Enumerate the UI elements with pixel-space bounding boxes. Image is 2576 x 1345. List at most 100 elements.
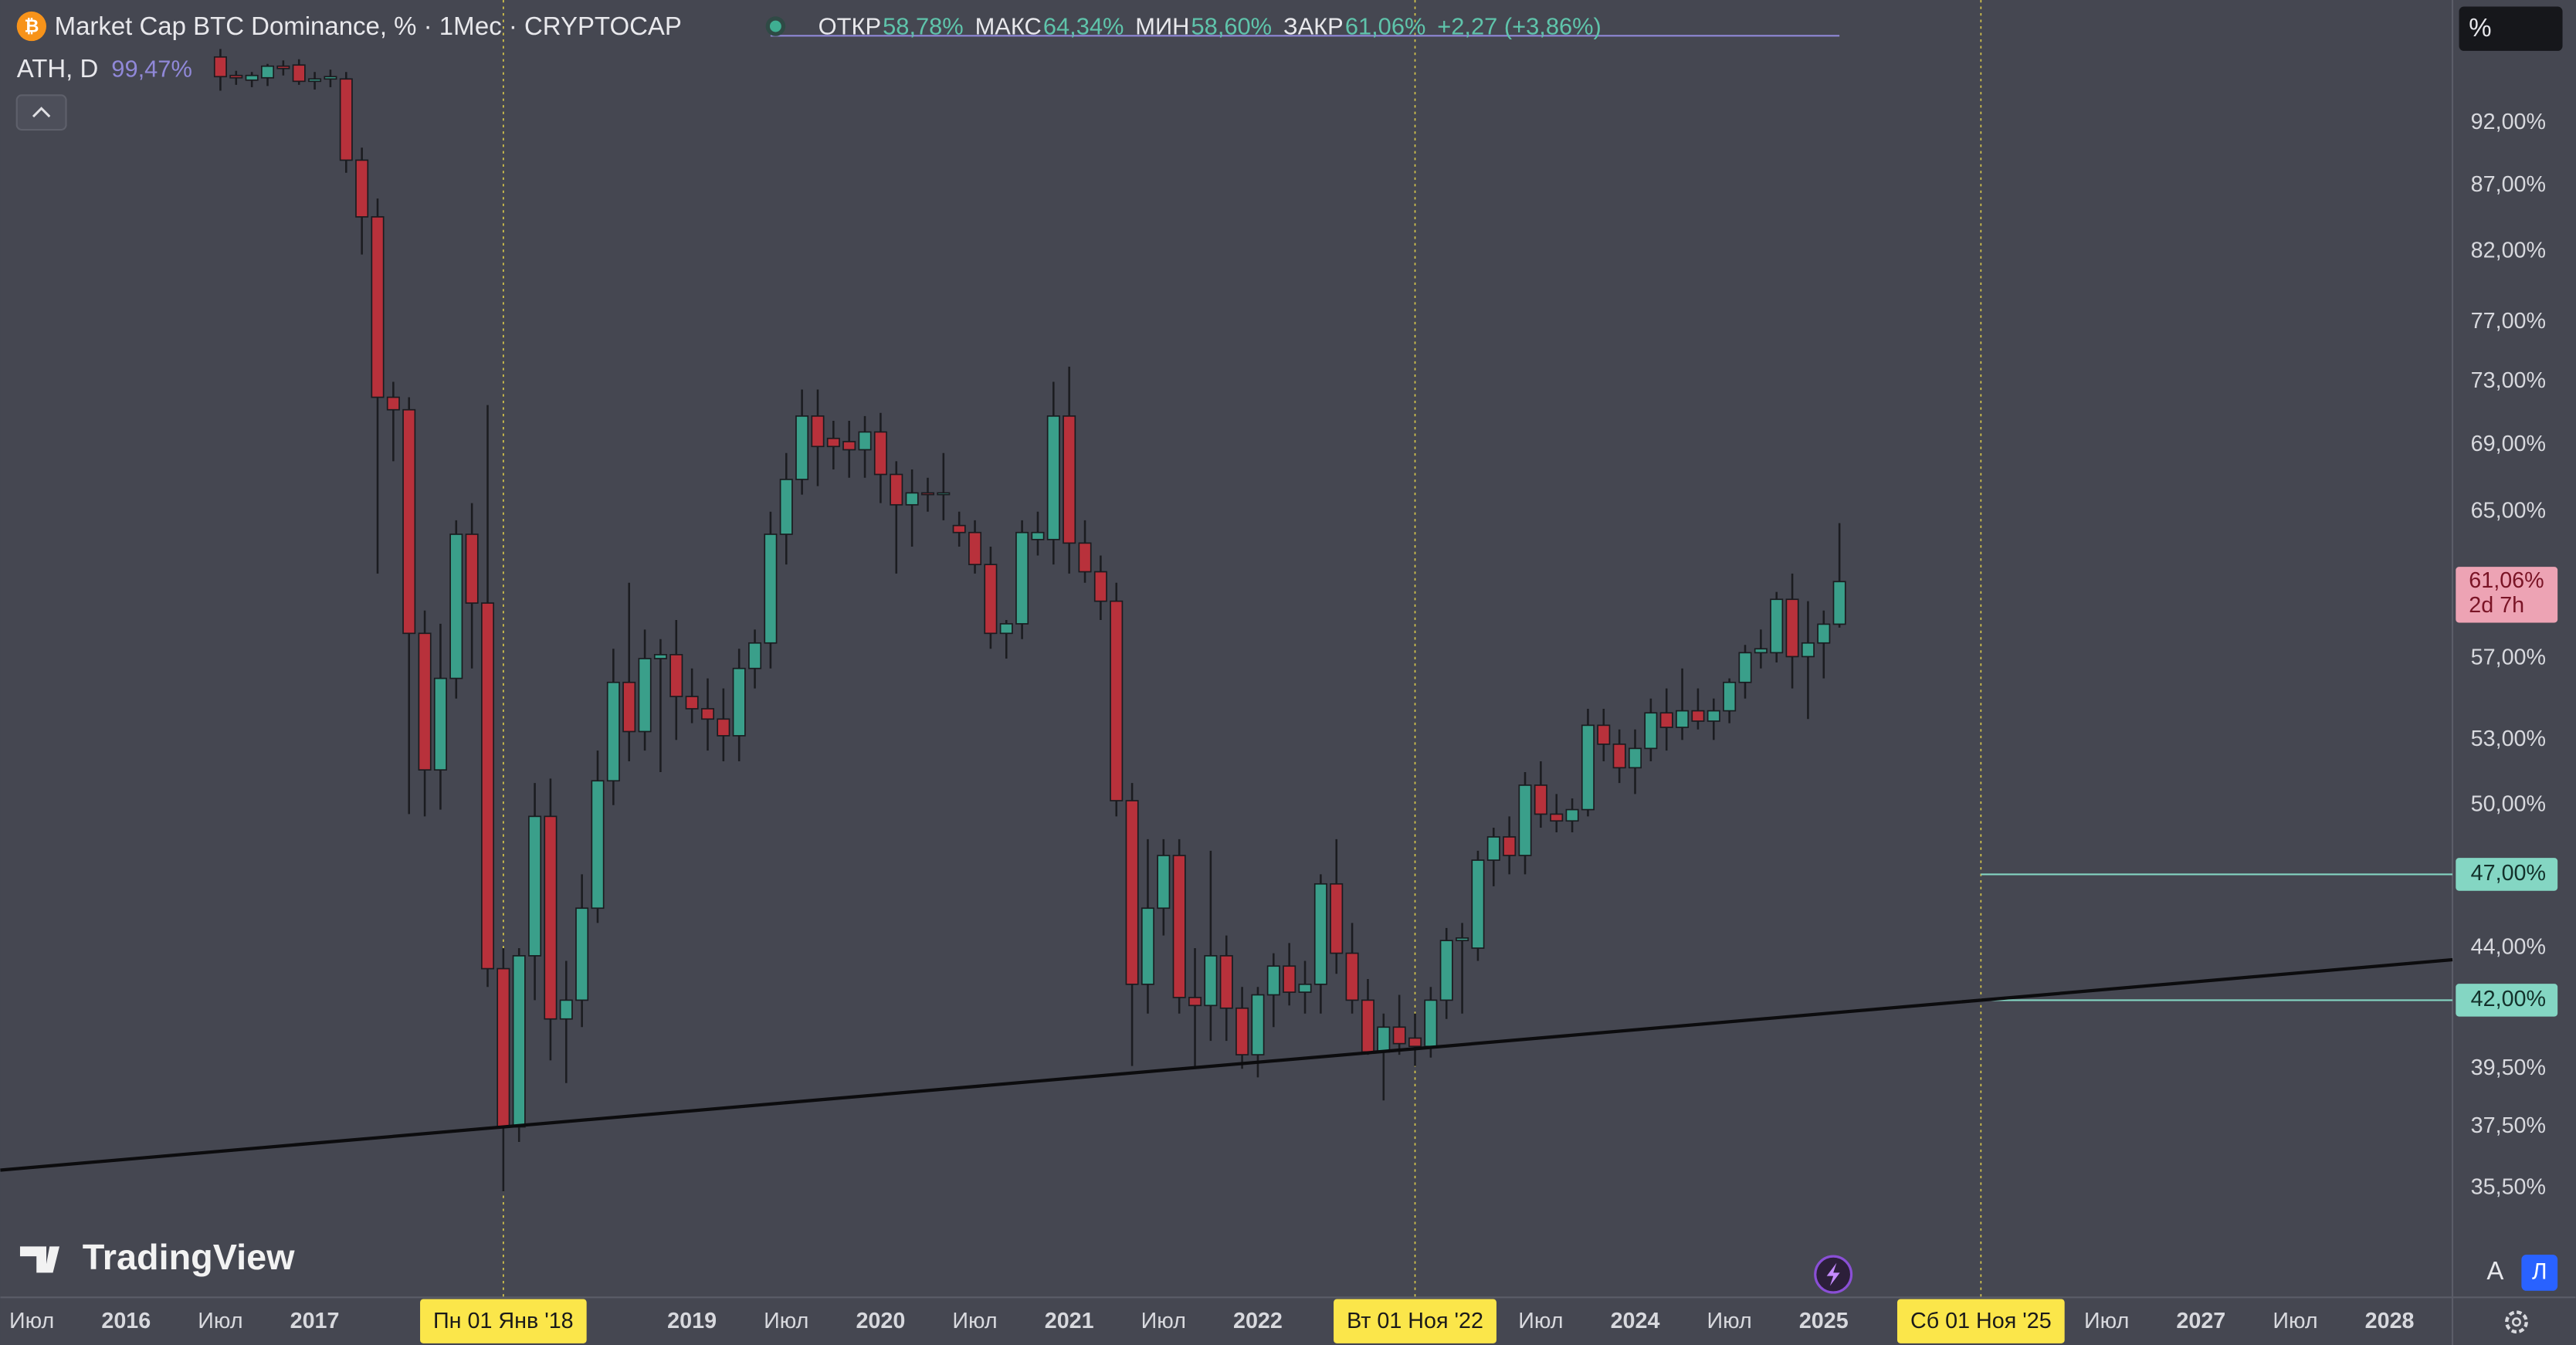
y-tick-label: 87,00% [2471,172,2546,197]
overlay: ₿ % TradingView A Л 92,00% 87,00% 82,00% 77… [9,6,2563,1343]
candle-body [638,658,652,733]
candle-body [1832,581,1846,625]
candle-body [622,681,636,733]
candle-body [245,74,259,81]
candle-body [1361,999,1374,1053]
hline-label: 47,00% [2471,861,2546,886]
candle-body [544,815,558,1020]
y-tick-label: 92,00% [2471,110,2546,134]
candle-body [1235,1007,1249,1055]
header-open-label: ОТКР [819,12,881,39]
candle-body [748,642,762,669]
candle-body [1534,784,1547,815]
candle-body [371,216,385,398]
candle-body [905,492,919,506]
candle-body [1188,997,1202,1007]
log-button-bg[interactable] [2521,1255,2558,1291]
candle-body [842,441,856,451]
candle-body [858,431,872,451]
candle-body [1266,965,1280,996]
y-tick-label: 65,00% [2471,498,2546,523]
candle-body [339,78,353,161]
candle-body [1456,937,1469,941]
x-tick-label: Июл [1707,1309,1752,1333]
candle-body [968,531,982,565]
log-button[interactable]: Л [2532,1259,2547,1284]
marker-label: Вт 01 Ноя '22 [1347,1309,1483,1333]
candle-body [276,65,290,69]
hline-label: 42,00% [2471,987,2546,1011]
candle-body [528,815,542,957]
x-tick-label: Июл [198,1309,242,1333]
chevron-icon [32,107,51,118]
y-tick-label: 57,00% [2471,645,2546,670]
y-tick-label: 37,50% [2471,1113,2546,1138]
x-tick-label: 2020 [856,1309,905,1333]
btc-icon-glyph: ₿ [24,15,39,36]
x-tick-label: 2016 [101,1309,151,1333]
candle-body [355,159,369,218]
candle-body [1078,542,1092,573]
candle-body [1031,531,1045,540]
header-close: 61,06% [1345,12,1426,39]
candle-body [1486,836,1500,861]
candle-body [779,479,793,535]
candle-body [795,415,809,480]
candle-body [1283,965,1296,993]
settings-icon-core [2512,1317,2521,1327]
lightning-icon [1826,1262,1840,1286]
candle-body [559,999,573,1020]
marker-label: Пн 01 Янв '18 [433,1309,574,1333]
hline-label-bg [2456,984,2558,1017]
candle-body [1141,907,1154,985]
auto-button[interactable]: A [2486,1256,2503,1285]
candle-body [1707,710,1720,722]
candle-body [984,564,998,635]
marker-label-bg [1896,1299,2065,1343]
candle-body [1313,883,1327,985]
marker-label-bg [420,1299,587,1343]
candle-body [213,56,227,78]
y-tick-label: 53,00% [2471,727,2546,751]
marker-label: Сб 01 Ноя '25 [1910,1309,2052,1333]
candle-body [575,907,589,1001]
candle-body [937,492,951,496]
candle-body [324,76,337,80]
candle-body [952,524,966,534]
candle-body [920,492,934,496]
header-high-label: МАКС [975,12,1042,39]
hline-label-bg [2456,858,2558,891]
y-tick-label: 69,00% [2471,432,2546,456]
candle-body [1770,598,1784,654]
x-tick-label: Июл [9,1309,54,1333]
plot-area [0,0,2453,1298]
header-close-label: ЗАКР [1283,12,1344,39]
y-tick-label: 35,50% [2471,1175,2546,1200]
candle-body [1046,415,1060,540]
y-tick-label: 44,00% [2471,935,2546,960]
collapse-button[interactable] [15,94,67,131]
candle-body [1659,712,1673,728]
logo-icon [19,1246,60,1273]
scale-button[interactable] [2459,6,2563,51]
candle-body [1204,955,1218,1007]
x-tick-label: Июл [2273,1309,2317,1333]
x-tick-label: 2017 [290,1309,340,1333]
candle-body [497,967,510,1128]
candle-body [1518,784,1532,856]
y-tick-label: 73,00% [2471,368,2546,393]
candle-body [418,632,432,771]
candle-body [1172,855,1186,998]
settings-icon[interactable] [2505,1310,2528,1334]
candle-body [480,602,494,970]
x-tick-label: Июл [2084,1309,2129,1333]
header-change: +2,27 (+3,86%) [1437,12,1602,39]
x-tick-label: Июл [1518,1309,1563,1333]
candle-body [1125,800,1139,985]
candle-body [717,718,730,737]
candle-body [1063,415,1076,544]
last-price-bg [2456,567,2558,623]
candle-body [591,780,605,910]
candle-body [260,65,275,79]
